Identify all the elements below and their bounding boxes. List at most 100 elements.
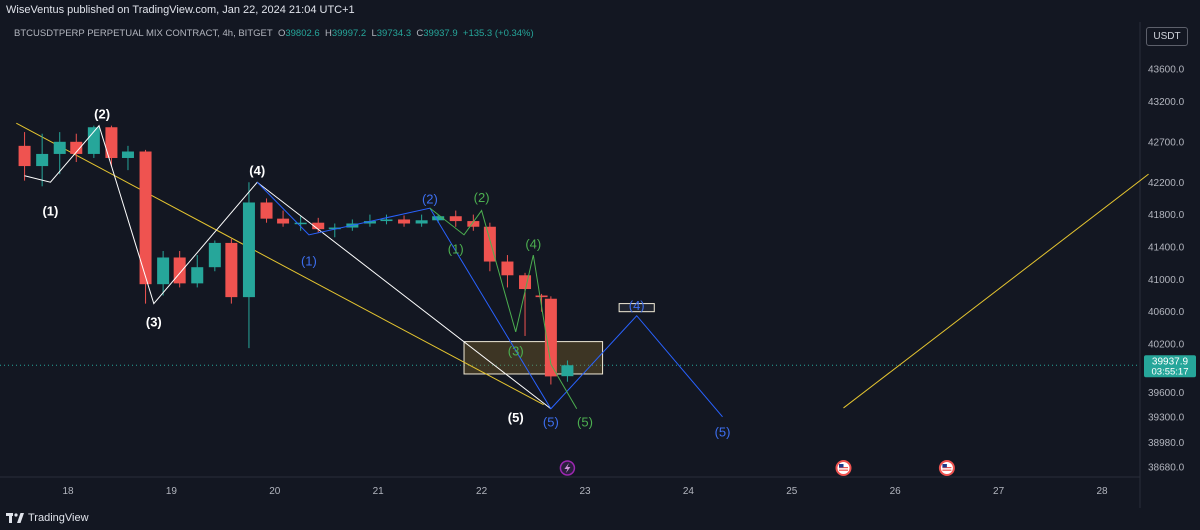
white-wave-label: (5)	[508, 410, 524, 425]
x-tick-label: 20	[269, 486, 281, 497]
candle	[544, 296, 557, 385]
white-wave-label: (1)	[42, 204, 58, 219]
candle	[561, 360, 574, 382]
blue-wave-label: (5)	[715, 424, 731, 439]
candle	[312, 217, 325, 233]
candle-body	[415, 220, 428, 224]
top-bar: WiseVentus published on TradingView.com,…	[0, 0, 1200, 22]
candle-body	[432, 216, 445, 221]
green-wave-label: (2)	[474, 190, 490, 205]
x-tick-label: 18	[62, 486, 74, 497]
blue-wave-line	[256, 181, 723, 418]
candle-body	[260, 202, 273, 219]
y-tick-label: 43200.0	[1148, 97, 1185, 108]
candle	[242, 182, 255, 349]
candle	[157, 251, 170, 296]
candle	[398, 215, 411, 227]
candle	[294, 216, 307, 231]
candle-body	[467, 221, 480, 227]
candle	[105, 125, 118, 167]
candle-body	[483, 226, 496, 262]
y-tick-label: 38980.0	[1148, 438, 1185, 449]
trendline	[843, 173, 1149, 409]
candle	[173, 251, 186, 288]
candle	[519, 272, 532, 336]
last-price-tag-bg	[1144, 355, 1196, 378]
wave4-target-box	[618, 303, 655, 313]
green-wave-label: (5)	[577, 415, 593, 430]
blue-wave-label: (4)	[629, 298, 645, 313]
low-label: L	[371, 28, 377, 39]
candle-body	[328, 227, 341, 230]
green-wave-line	[429, 207, 578, 410]
y-tick-label: 38680.0	[1148, 463, 1185, 474]
close-label: C	[416, 28, 424, 39]
candle	[18, 132, 31, 181]
lightning-icon[interactable]	[559, 460, 576, 476]
target-zone-box	[463, 341, 604, 375]
candle-body	[157, 257, 170, 285]
tradingview-brand: TradingView	[28, 512, 89, 524]
white-wave-label: (3)	[146, 314, 162, 329]
candle-body	[208, 242, 221, 268]
green-wave-label: (1)	[448, 242, 464, 257]
price-chart[interactable]: 43600.0 43200.0 42700.0 42200.0 41800.0 41400…	[0, 22, 1200, 508]
white-wave-label: (2)	[94, 106, 110, 121]
candle-body	[449, 216, 462, 222]
candle-body	[139, 151, 152, 285]
candle-body	[398, 219, 411, 224]
candle	[191, 255, 204, 288]
footer-bar: TradingView	[0, 508, 1200, 530]
blue-wave-label: (5)	[543, 415, 559, 430]
candle	[363, 214, 376, 227]
candle-body	[242, 202, 255, 298]
symbol-name: BTCUSDTPERP PERPETUAL MIX CONTRACT, 4h, …	[14, 28, 273, 39]
candle-body	[519, 275, 532, 290]
x-tick-label: 23	[579, 486, 591, 497]
candle	[415, 214, 428, 227]
tradingview-logo-icon	[6, 513, 24, 523]
blue-wave-label: (2)	[422, 191, 438, 206]
green-wave-label: (3)	[508, 344, 524, 359]
x-tick-label: 25	[786, 486, 798, 497]
x-tick-label: 26	[890, 486, 902, 497]
candle	[260, 198, 273, 223]
candle-body	[18, 145, 31, 167]
symbol-legend: BTCUSDTPERP PERPETUAL MIX CONTRACT, 4h, …	[14, 28, 534, 39]
candle	[208, 240, 221, 272]
us-flag-icon[interactable]	[835, 460, 852, 476]
y-tick-label: 43600.0	[1148, 65, 1185, 76]
change-value: +135.3 (+0.34%)	[462, 28, 534, 39]
x-tick-label: 21	[373, 486, 385, 497]
green-wave-label: (4)	[525, 237, 541, 252]
trendline	[16, 122, 544, 406]
open-value: 39802.6	[285, 28, 320, 39]
candle-body	[70, 141, 83, 154]
candle-body	[191, 267, 204, 284]
candle-body	[53, 141, 66, 154]
candle	[328, 223, 341, 238]
us-flag-icon[interactable]	[938, 460, 955, 476]
candle-body	[121, 151, 134, 158]
candle-body	[363, 221, 376, 224]
white-wave-line	[24, 124, 552, 410]
white-wave-label: (4)	[249, 163, 265, 178]
candle-body	[87, 127, 100, 154]
x-tick-label: 24	[683, 486, 695, 497]
y-tick-label: 42700.0	[1148, 137, 1185, 148]
y-tick-label: 42200.0	[1148, 178, 1185, 189]
candle	[53, 132, 66, 175]
currency-button[interactable]: USDT	[1146, 27, 1188, 46]
x-tick-label: 28	[1096, 486, 1108, 497]
tradingview-logo[interactable]: TradingView	[6, 512, 89, 524]
candle	[225, 238, 238, 304]
candle	[36, 133, 49, 187]
candle	[277, 210, 290, 227]
last-price-label: 39937.9	[1152, 357, 1189, 368]
countdown-label: 03:55:17	[1152, 367, 1189, 378]
chart-area[interactable]: 43600.0 43200.0 42700.0 42200.0 41800.0 41400…	[0, 22, 1200, 508]
publisher-text: WiseVentus published on TradingView.com,…	[6, 4, 355, 16]
x-tick-label: 22	[476, 486, 488, 497]
blue-wave-label: (1)	[301, 254, 317, 269]
candle-body	[225, 242, 238, 298]
